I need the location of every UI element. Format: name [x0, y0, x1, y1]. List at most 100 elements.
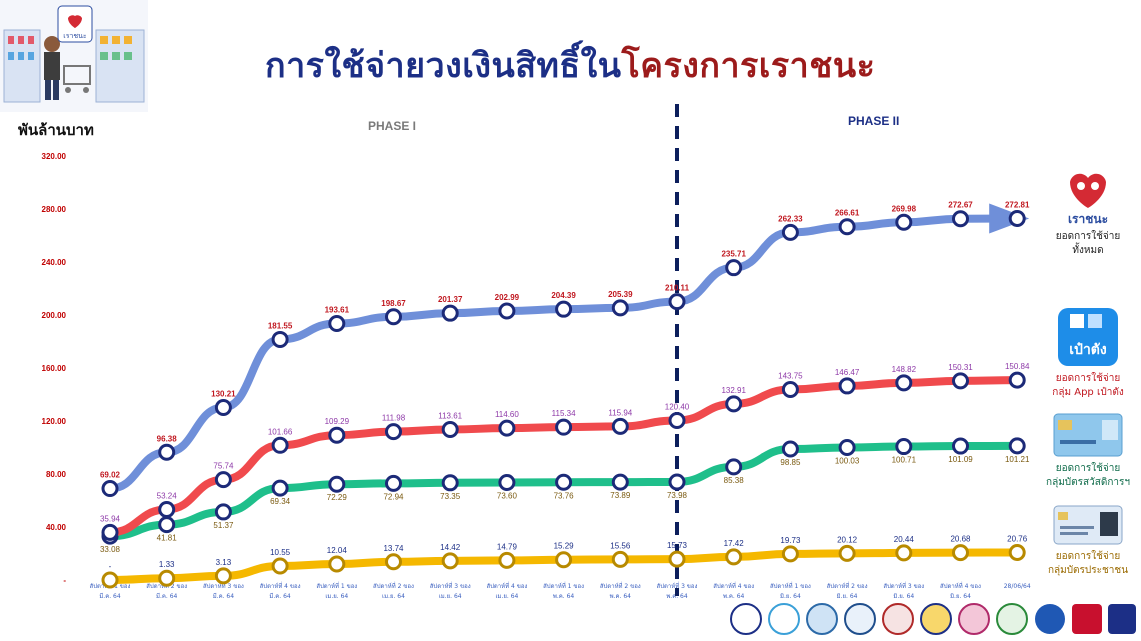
data-label-total: 181.55	[268, 321, 293, 330]
agency-seal-icon	[844, 603, 876, 635]
data-label-idcard: 14.42	[440, 543, 461, 552]
agency-logos-strip	[730, 603, 1136, 635]
x-tick-label: สัปดาห์ที่ 3 ของ	[883, 582, 924, 590]
data-point-idcard	[668, 550, 686, 568]
series-line-paotang	[106, 376, 1022, 537]
data-label-paotang: 113.61	[438, 411, 462, 420]
x-tick-label: พ.ค. 64	[723, 593, 745, 600]
x-tick-label: พ.ค. 64	[553, 593, 575, 600]
data-label-total: 205.39	[608, 290, 633, 299]
data-point-paotang	[895, 374, 913, 392]
title-highlight: โครงการเราชนะ	[621, 46, 876, 86]
data-point-paotang	[498, 419, 516, 437]
data-label-paotang: 114.60	[495, 410, 519, 419]
agency-logo-icon	[1072, 604, 1102, 634]
legend-welfare: ยอดการใช้จ่าย กลุ่มบัตรสวัสดิการฯ	[1038, 412, 1138, 490]
data-label-idcard: 13.74	[383, 544, 404, 553]
y-tick-label: 280.00	[42, 205, 67, 214]
data-point-welfare	[328, 475, 346, 493]
x-tick-label: สัปดาห์ที่ 1 ของ	[770, 582, 811, 590]
data-label-paotang: 150.31	[948, 363, 973, 372]
paotang-logo-text: เป๋าตัง	[1069, 342, 1107, 358]
legend-total-line1: ยอดการใช้จ่าย	[1055, 231, 1121, 242]
agency-seal-icon	[1035, 604, 1065, 634]
data-point-total	[555, 300, 573, 318]
data-point-paotang	[158, 500, 176, 518]
x-tick-label: สัปดาห์ที่ 2 ของ	[600, 582, 641, 590]
data-point-paotang	[952, 372, 969, 390]
data-label-paotang: 111.98	[382, 414, 406, 423]
data-point-paotang	[781, 381, 799, 399]
data-point-welfare	[838, 438, 856, 456]
data-label-paotang: 143.75	[778, 372, 803, 381]
data-point-welfare	[668, 473, 686, 491]
x-tick-label: พ.ค. 64	[666, 593, 688, 600]
data-point-idcard	[441, 552, 459, 570]
data-label-total: 201.37	[438, 295, 463, 304]
legend-paotang: เป๋าตัง ยอดการใช้จ่าย กลุ่ม App เป๋าตัง	[1038, 306, 1138, 400]
app-icon-text: เราชนะ	[63, 32, 87, 40]
data-label-idcard: 10.55	[270, 548, 291, 557]
x-tick-label: มี.ค. 64	[269, 592, 291, 600]
x-tick-label: สัปดาห์ที่ 1 ของ	[543, 582, 584, 590]
data-label-idcard: 19.73	[780, 536, 801, 545]
data-label-idcard: 15.73	[667, 541, 688, 550]
legend-idcard-line1: ยอดการใช้จ่าย	[1055, 551, 1121, 562]
data-label-welfare: 69.34	[270, 497, 291, 506]
data-label-welfare: 72.94	[383, 492, 404, 501]
data-point-idcard	[611, 550, 629, 568]
data-point-welfare	[214, 503, 232, 521]
data-label-welfare: 101.21	[1005, 455, 1030, 464]
legend-paotang-line2: กลุ่ม App เป๋าตัง	[1052, 387, 1124, 398]
data-label-welfare: 72.29	[327, 493, 348, 502]
data-label-total: 262.33	[778, 214, 803, 223]
agency-seal-icon	[996, 603, 1028, 635]
data-label-paotang: 146.47	[835, 368, 860, 377]
x-tick-label: สัปดาห์ที่ 3 ของ	[203, 582, 244, 590]
data-label-welfare: 73.89	[610, 491, 631, 500]
agency-seal-icon	[730, 603, 762, 635]
data-point-paotang	[668, 411, 686, 429]
data-point-paotang	[1008, 371, 1026, 389]
data-point-idcard	[895, 544, 913, 562]
data-point-welfare	[952, 437, 969, 455]
data-point-total	[214, 398, 232, 416]
data-point-paotang	[441, 420, 459, 438]
data-point-paotang	[555, 418, 573, 436]
data-label-idcard: 14.79	[497, 542, 518, 551]
data-point-idcard	[101, 571, 119, 589]
data-point-total	[441, 304, 459, 322]
data-label-welfare: 85.38	[724, 476, 745, 485]
x-tick-label: พ.ค. 64	[610, 593, 632, 600]
x-tick-label: 28/06/64	[1004, 583, 1031, 590]
data-label-paotang: 109.29	[325, 417, 350, 426]
data-label-total: 198.67	[381, 299, 406, 308]
data-point-idcard	[1008, 543, 1026, 561]
data-label-welfare: 33.08	[100, 545, 121, 554]
data-label-total: 272.81	[1005, 201, 1030, 210]
data-point-paotang	[328, 426, 346, 444]
phase-2-label: PHASE II	[848, 114, 900, 128]
data-point-total	[101, 480, 119, 498]
x-tick-label: เม.ย. 64	[439, 593, 462, 600]
title-main: การใช้จ่ายวงเงินสิทธิ์ใน	[265, 46, 622, 86]
legend-idcard-line2: กลุ่มบัตรประชาชน	[1047, 565, 1129, 576]
data-label-idcard: -	[109, 562, 112, 571]
legend-logo-text: เราชนะ	[1068, 212, 1108, 226]
data-point-idcard	[952, 544, 969, 562]
agency-logo-icon	[1108, 604, 1136, 634]
data-point-welfare	[781, 440, 799, 458]
data-label-total: 210.11	[665, 284, 690, 293]
data-label-total: 202.99	[495, 293, 520, 302]
data-point-total	[668, 293, 686, 311]
data-point-total	[498, 302, 516, 320]
x-tick-label: สัปดาห์ที่ 3 ของ	[657, 582, 698, 590]
x-tick-label: เม.ย. 64	[495, 593, 518, 600]
data-point-idcard	[498, 551, 516, 569]
y-tick-label: 240.00	[42, 258, 67, 267]
data-point-idcard	[838, 544, 856, 562]
data-label-idcard: 3.13	[216, 558, 232, 567]
legend-idcard: ยอดการใช้จ่าย กลุ่มบัตรประชาชน	[1038, 504, 1138, 578]
x-tick-label: สัปดาห์ที่ 1 ของ	[316, 582, 357, 590]
y-tick-label: 120.00	[42, 417, 67, 426]
